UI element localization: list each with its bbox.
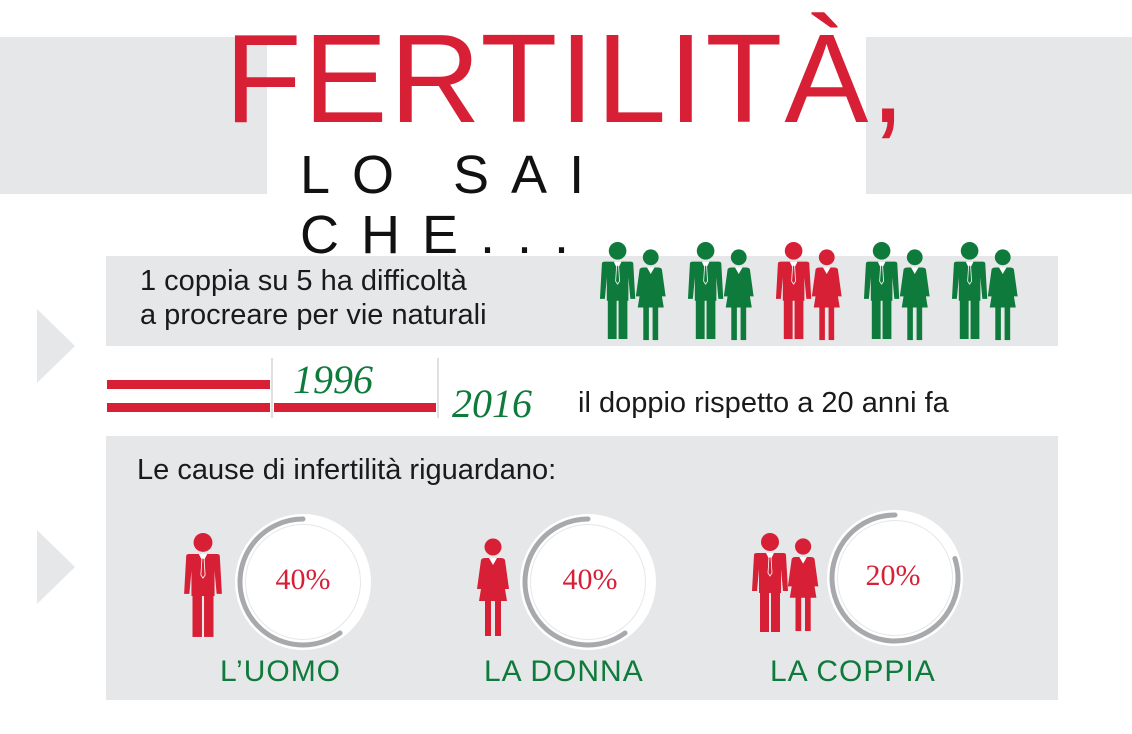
man-icon: [184, 514, 371, 650]
ring-progress: [522, 516, 628, 648]
cause-percent: 20%: [865, 559, 921, 592]
woman-icon: [477, 538, 509, 636]
timeline-line: [107, 380, 270, 389]
cause-label-couple: LA COPPIA: [770, 655, 936, 688]
chevron-right-icon: [37, 530, 75, 604]
man-icon: [752, 533, 788, 632]
ring-center: [531, 525, 645, 639]
ring-center: [246, 525, 360, 639]
ring-progress: [237, 516, 343, 648]
fact-couples-line2: a procreare per vie naturali: [140, 299, 487, 331]
woman-icon: [899, 249, 930, 341]
man-icon: [599, 242, 636, 340]
man-icon: [863, 242, 900, 340]
chevron-right-icon: [37, 309, 75, 383]
ring-center: [838, 521, 952, 635]
woman-icon: [477, 514, 656, 650]
cause-percent: 40%: [562, 563, 618, 596]
woman-icon: [723, 249, 754, 341]
page-title: FERTILITÀ,: [224, 8, 908, 149]
fact-box-couples: [106, 256, 1058, 346]
ring-progress: [829, 512, 961, 644]
woman-icon: [635, 249, 666, 341]
page-subtitle: LO SAI CHE...: [300, 145, 607, 265]
cause-label-woman: LA DONNA: [484, 655, 644, 688]
fact-double-text: il doppio rispetto a 20 anni fa: [578, 387, 949, 419]
man-icon: [951, 242, 988, 340]
year-1996: 1996: [293, 357, 373, 402]
timeline-divider: [437, 358, 439, 418]
fact-couples-text: 1 coppia su 5 ha difficoltà a procreare …: [140, 264, 600, 332]
woman-icon: [787, 538, 819, 632]
man-icon: [184, 533, 222, 637]
cause-percent: 40%: [275, 563, 331, 596]
timeline-divider: [271, 358, 273, 418]
couple-icon: [752, 510, 963, 646]
cause-label-man: L’UOMO: [220, 655, 342, 688]
header-band-left: [0, 37, 267, 194]
fact-couples-line1: 1 coppia su 5 ha difficoltà: [140, 265, 467, 297]
causes-intro: Le cause di infertilità riguardano:: [137, 454, 557, 486]
man-icon: [775, 242, 812, 340]
woman-icon: [811, 249, 842, 341]
couples-icon-row: [599, 242, 1018, 341]
woman-icon: [987, 249, 1018, 341]
year-2016: 2016: [452, 381, 532, 426]
header-band-right: [866, 37, 1132, 194]
man-icon: [687, 242, 724, 340]
timeline-line: [274, 403, 436, 412]
timeline-line: [107, 403, 270, 412]
